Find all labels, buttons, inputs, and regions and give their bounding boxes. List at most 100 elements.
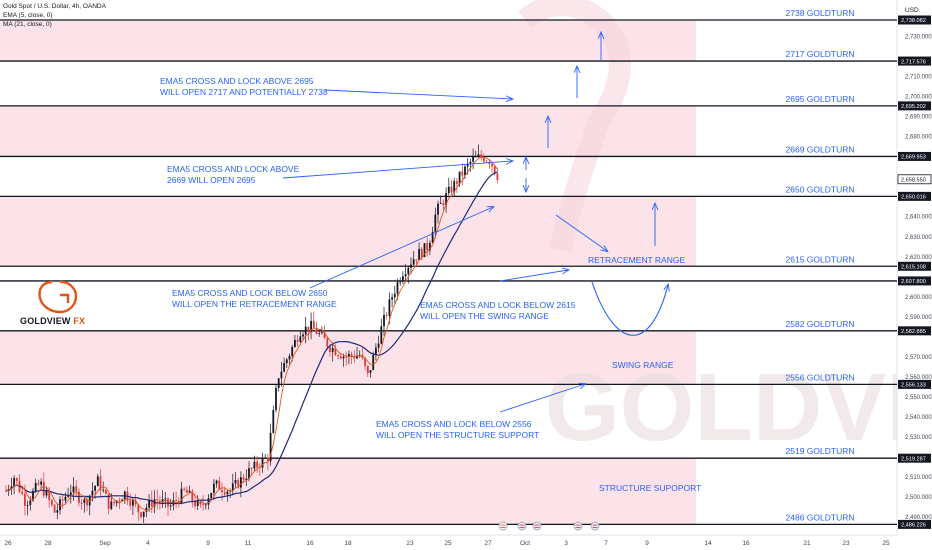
note-above-2695-line1: EMA5 CROSS AND LOCK ABOVE 2695 [160, 76, 314, 86]
ma-indicator-label[interactable]: MA (21, close, 0) [3, 21, 52, 28]
candle-body [483, 157, 485, 162]
note-below-2650-line2: WILL OPEN THE RETRACEMENT RANGE [172, 299, 337, 309]
price-tick-label: 2,680.000 [905, 135, 932, 141]
price-axis-level-label: 2,738.082 [901, 18, 926, 24]
candle-body [153, 499, 156, 507]
price-tick-label: 2,730.000 [905, 34, 932, 40]
candle-body [304, 326, 307, 335]
candle-body [53, 504, 56, 513]
candle-body [121, 499, 123, 502]
ema-indicator-label[interactable]: EMA (5, close, 0) [3, 12, 53, 19]
price-axis-level-box [898, 326, 931, 336]
candle-body [240, 477, 242, 488]
price-axis-level-label: 2,669.953 [901, 155, 926, 161]
candle-body [329, 346, 331, 352]
goldturn-label: 2519 GOLDTURN [786, 446, 855, 456]
candle-body [480, 154, 483, 158]
candle-body [294, 339, 296, 347]
candle-body [45, 491, 48, 496]
goldturn-label: 2615 GOLDTURN [786, 254, 855, 264]
candle-body [175, 500, 177, 501]
annotation-arrows [282, 33, 668, 413]
candle-body [385, 314, 388, 316]
candle-body [194, 500, 196, 507]
candle-body [24, 493, 26, 506]
arrow-note2 [282, 161, 512, 179]
time-tick-label: 25 [882, 540, 890, 547]
goldturn-label: 2486 GOLDTURN [786, 512, 855, 522]
candle-body [334, 348, 337, 356]
candle-body [21, 491, 24, 494]
candle-body [258, 467, 261, 469]
candle-body [40, 481, 42, 485]
candle-body [431, 231, 434, 243]
candle-body [407, 267, 410, 275]
price-axis-level-label: 2,650.016 [901, 195, 926, 201]
candle-body [88, 495, 91, 506]
candle-body [5, 490, 7, 492]
arrow-note3 [309, 207, 493, 289]
goldturn-label: 2669 GOLDTURN [786, 144, 855, 154]
candle-body [283, 363, 285, 372]
candle-body [356, 355, 358, 359]
candle-body [248, 468, 250, 479]
candle-body [86, 499, 88, 506]
watermark-text: GOLDVIEW FX [545, 354, 932, 461]
candle-body [105, 490, 107, 494]
candle-body [204, 504, 207, 506]
candle-body [148, 499, 150, 508]
price-tick-label: 2,500.000 [905, 495, 932, 501]
time-tick-label: Oct [520, 540, 530, 547]
candle-body [318, 333, 321, 334]
candle-body [321, 332, 323, 334]
candle-body [191, 490, 194, 501]
candle-body [250, 468, 253, 470]
event-icon-info[interactable] [498, 521, 508, 531]
candle-body [113, 501, 115, 504]
price-axis-level-label: 2,607.800 [901, 279, 926, 285]
arrow-note1 [324, 89, 512, 99]
candle-body [348, 354, 350, 357]
price-axis-level-box [898, 453, 931, 463]
us-flag-event-icon[interactable] [573, 521, 583, 531]
candle-body [342, 356, 345, 359]
candle-body [59, 499, 61, 511]
note-below-2650-line1: EMA5 CROSS AND LOCK BELOW 2650 [172, 288, 328, 298]
time-axis[interactable]: 26 28 Sep 4 9 11 16 18 23 25 27 Oct 3 7 9 14 16 21 23 25 [0, 534, 897, 550]
candle-body [242, 477, 245, 480]
price-axis-level-box [898, 261, 931, 271]
time-tick-label: 11 [245, 540, 252, 547]
candle-body [177, 500, 180, 503]
candle-body [391, 297, 393, 300]
candle-body [264, 457, 267, 459]
moving-averages [5, 156, 498, 512]
candle-body [61, 499, 64, 501]
goldturn-label: 2582 GOLDTURN [786, 319, 855, 329]
us-flag-event-icon[interactable] [517, 521, 527, 531]
structure-support-label: STRUCTURE SUPOPORT [599, 483, 701, 493]
candle-body [307, 326, 310, 332]
candle-body [261, 458, 264, 468]
candle-body [167, 498, 169, 507]
event-icons[interactable] [498, 521, 600, 531]
logo-text-fx: FX [73, 316, 86, 326]
candle-body [256, 461, 258, 468]
candle-body [156, 499, 159, 501]
us-flag-event-icon[interactable] [590, 521, 600, 531]
note-above-2669-line2: 2669 WILL OPEN 2695 [167, 175, 256, 185]
price-tick-label: 2,710.000 [905, 75, 932, 81]
candle-body [450, 186, 453, 193]
price-axis-level-box [898, 379, 931, 389]
price-axis[interactable]: USD 2,490.000 2,500.000 2,510.000 2,530.000 2… [896, 0, 932, 550]
time-tick-label: 16 [742, 540, 750, 547]
candle-body [183, 488, 186, 490]
price-axis-level-label: 2,486.226 [901, 523, 926, 529]
price-axis-level-box [898, 191, 931, 201]
candle-body [404, 274, 407, 277]
candle-body [275, 388, 277, 410]
price-axis-level-label: 2,695.202 [901, 104, 926, 110]
us-flag-event-icon[interactable] [532, 521, 542, 531]
candle-body [447, 186, 450, 194]
price-tick-label: 2,560.000 [905, 375, 932, 381]
